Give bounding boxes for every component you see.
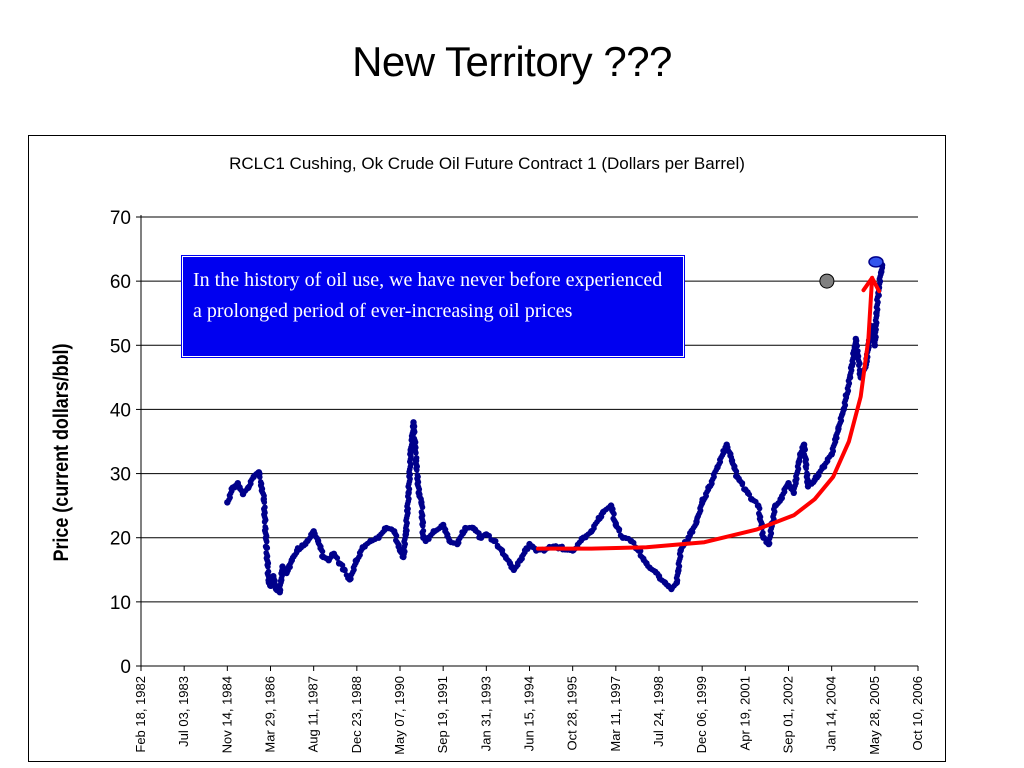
data-point <box>420 523 426 529</box>
data-point <box>746 491 753 498</box>
data-point <box>261 519 268 525</box>
data-point <box>261 499 268 506</box>
reference-point <box>819 273 835 289</box>
x-tick-label: Oct 10, 2006 <box>910 676 925 750</box>
x-tick-label: May 07, 1990 <box>392 676 407 755</box>
x-tick-label: Sep 19, 1991 <box>435 676 450 753</box>
y-tick-label: 50 <box>110 336 131 357</box>
y-tick-label: 40 <box>110 400 131 421</box>
y-tick-label: 70 <box>110 208 131 229</box>
x-tick-label: Jun 15, 1994 <box>522 676 537 751</box>
data-point <box>492 538 499 544</box>
latest-price-point <box>868 256 884 268</box>
annotation-callout: In the history of oil use, we have never… <box>181 255 685 358</box>
data-point <box>414 467 420 473</box>
chart: RCLC1 Cushing, Ok Crude Oil Future Contr… <box>50 154 925 755</box>
data-point <box>264 545 271 551</box>
data-point <box>476 530 482 536</box>
trend-arrow-head <box>861 275 882 294</box>
y-tick-label: 60 <box>110 272 131 293</box>
data-point <box>393 532 400 539</box>
y-tick-label: 30 <box>110 465 131 486</box>
data-point <box>637 548 644 554</box>
data-point <box>265 563 271 570</box>
data-point <box>616 528 622 534</box>
x-tick-label: Jan 31, 1993 <box>478 676 493 751</box>
data-point <box>802 446 808 453</box>
x-tick-label: Sep 01, 2002 <box>781 676 796 753</box>
x-tick-label: Dec 06, 1999 <box>694 676 709 753</box>
x-tick-label: Nov 14, 1984 <box>219 676 234 753</box>
x-tick-label: Jan 14, 2004 <box>824 676 839 751</box>
chart-title: RCLC1 Cushing, Ok Crude Oil Future Contr… <box>229 154 745 173</box>
y-tick-label: 10 <box>110 593 131 614</box>
data-point <box>803 465 809 472</box>
data-point <box>611 511 617 517</box>
x-tick-label: Dec 23, 1988 <box>349 676 364 753</box>
x-tick-label: Apr 19, 2001 <box>737 676 752 750</box>
x-tick-label: Jul 03, 1983 <box>176 676 191 747</box>
data-point <box>319 548 326 555</box>
y-tick-label: 20 <box>110 529 131 550</box>
data-point <box>257 474 263 480</box>
slide-title: New Territory ??? <box>352 38 672 85</box>
chart-frame: RCLC1 Cushing, Ok Crude Oil Future Contr… <box>28 135 946 762</box>
x-tick-label: Aug 11, 1987 <box>306 676 321 752</box>
data-point <box>733 468 740 475</box>
data-point <box>342 567 348 574</box>
x-tick-label: May 28, 2005 <box>867 676 882 755</box>
data-point <box>410 430 417 437</box>
data-point <box>761 535 768 541</box>
data-point <box>263 538 270 545</box>
y-axis-label: Price (current dollars/bbl) <box>50 344 73 562</box>
x-tick-label: Feb 18, 1982 <box>133 676 148 753</box>
data-point <box>339 562 346 568</box>
data-point <box>856 362 862 369</box>
data-point <box>756 505 763 512</box>
x-tick-label: Mar 11, 1997 <box>608 676 623 752</box>
data-point <box>419 504 426 511</box>
data-point <box>334 555 341 561</box>
data-point <box>854 343 860 349</box>
trend-arrow-line <box>535 275 875 551</box>
data-point <box>739 481 746 488</box>
x-tick-label: Oct 28, 1995 <box>565 676 580 750</box>
data-point <box>413 450 419 456</box>
data-point <box>630 539 637 546</box>
x-tick-label: Mar 29, 1986 <box>263 676 278 753</box>
x-tick-label: Jul 24, 1998 <box>651 676 666 747</box>
y-tick-label: 0 <box>120 657 131 678</box>
